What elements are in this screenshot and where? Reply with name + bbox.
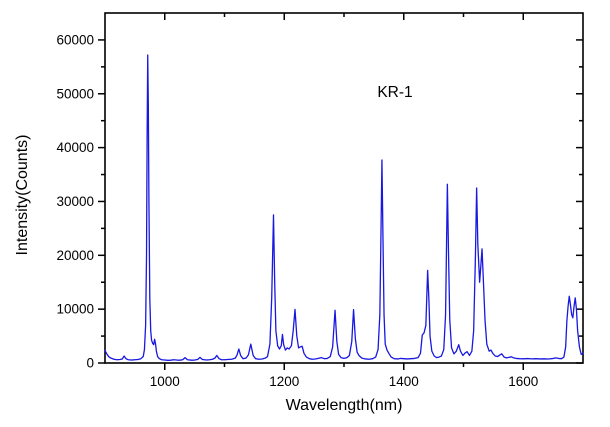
plot-frame [104, 12, 584, 364]
y-axis-title: Intensity(Counts) [14, 135, 31, 256]
x-tick-label: 1000 [150, 374, 180, 389]
sample-annotation: KR-1 [377, 84, 412, 101]
y-tick-label: 30000 [56, 194, 94, 209]
y-tick-label: 50000 [56, 86, 94, 101]
y-tick-label: 10000 [56, 302, 94, 317]
x-axis-title: Wavelength(nm) [286, 397, 403, 414]
axis-tick-labels: 1000 1200 1400 1600 0 10000 20000 30000 40000 500… [56, 32, 538, 389]
axis-ticks [98, 13, 583, 370]
x-tick-label: 1200 [269, 374, 299, 389]
plot-frame-box [104, 12, 584, 364]
x-tick-label: 1400 [389, 374, 419, 389]
x-tick-label: 1600 [508, 374, 538, 389]
y-tick-label: 20000 [56, 248, 94, 263]
y-tick-label: 0 [86, 356, 94, 371]
spectrum-line [104, 54, 584, 361]
y-tick-label: 60000 [56, 32, 94, 47]
y-tick-label: 40000 [56, 140, 94, 155]
